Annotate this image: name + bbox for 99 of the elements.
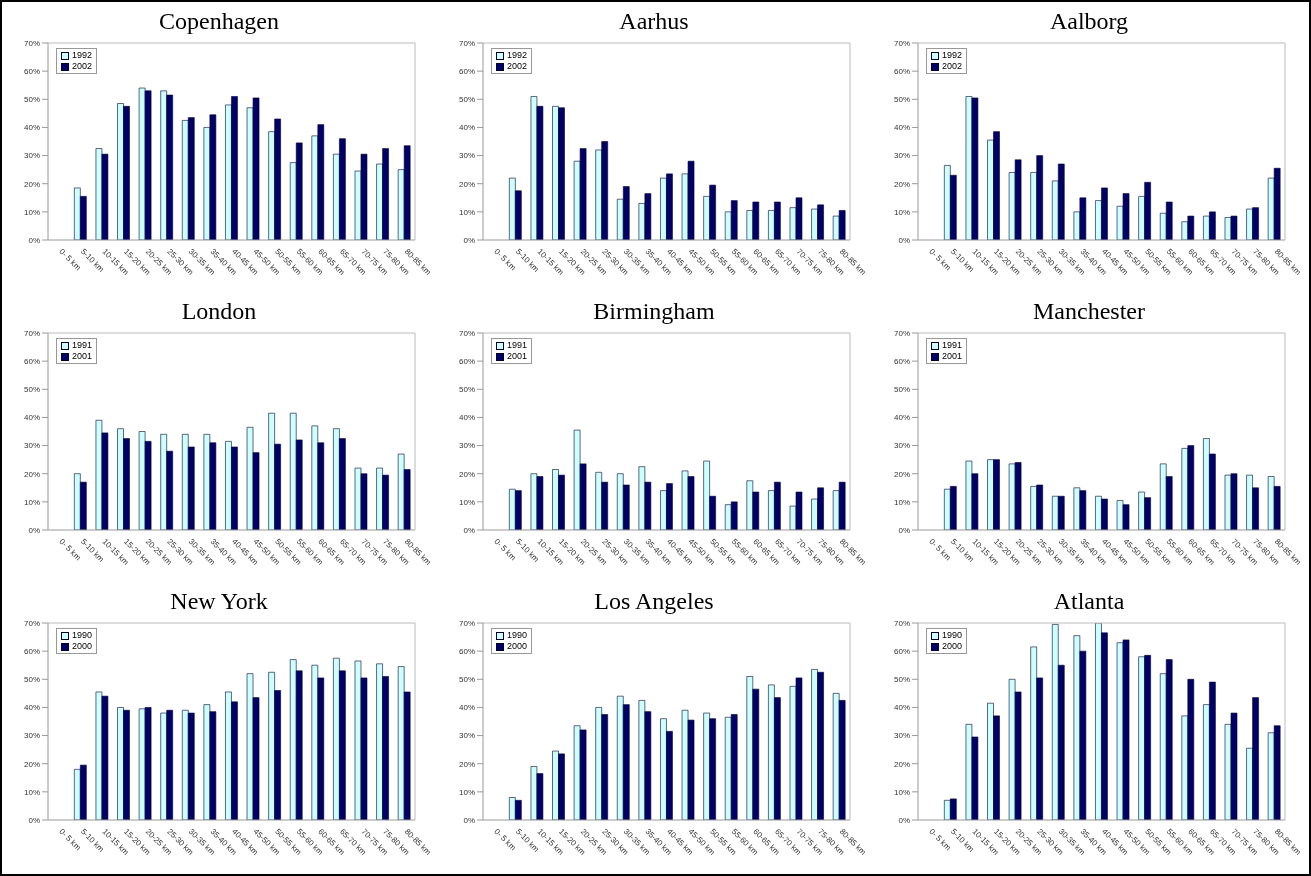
y-tick-label: 30% [458,731,475,741]
y-tick-label: 50% [893,95,910,105]
y-tick-label: 30% [893,151,910,161]
legend-label: 1992 [507,50,528,61]
y-tick-label: 40% [23,123,40,133]
y-tick-label: 60% [893,356,910,366]
y-tick-label: 60% [893,66,910,76]
legend-label: 2001 [942,351,963,362]
legend-label: 2000 [942,641,963,652]
y-tick-label: 10% [23,497,40,507]
y-tick-label: 20% [893,469,910,479]
chart-title: London [180,297,258,326]
y-tick-label: 20% [458,759,475,769]
chart-title: Birmingham [592,297,716,326]
chart-title: Atlanta [1052,587,1126,616]
y-tick-label: 30% [23,731,40,741]
y-tick-label: 70% [893,618,910,628]
chart-title: Manchester [1032,297,1146,326]
y-tick-label: 60% [23,646,40,656]
y-tick-label: 20% [458,469,475,479]
y-tick-label: 0% [463,525,475,535]
legend-label: 2002 [72,61,93,72]
y-tick-label: 30% [458,441,475,451]
legend-label: 2002 [942,61,963,72]
y-tick-label: 0% [463,815,475,825]
y-tick-label: 60% [458,66,475,76]
y-tick-label: 70% [23,618,40,628]
y-tick-label: 40% [893,413,910,423]
y-tick-label: 70% [893,328,910,338]
y-tick-label: 30% [23,151,40,161]
legend-label: 1990 [942,630,963,641]
y-tick-label: 0% [28,235,40,245]
legend-label: 1991 [72,340,93,351]
legend-label: 1991 [507,340,528,351]
y-tick-label: 10% [458,207,475,217]
y-tick-label: 0% [28,525,40,535]
chart-title: New York [169,587,269,616]
legend-label: 2000 [507,641,528,652]
y-tick-label: 10% [893,787,910,797]
y-tick-label: 50% [458,95,475,105]
y-tick-label: 30% [458,151,475,161]
legend-label: 1991 [942,340,963,351]
chart-title: Los Angeles [593,587,715,616]
y-tick-label: 10% [893,207,910,217]
y-tick-label: 60% [458,356,475,366]
y-tick-label: 40% [458,123,475,133]
legend-label: 2002 [507,61,528,72]
y-tick-label: 50% [458,385,475,395]
y-tick-label: 30% [893,441,910,451]
y-tick-label: 0% [898,815,910,825]
legend-label: 1992 [72,50,93,61]
y-tick-label: 70% [23,38,40,48]
y-tick-label: 70% [893,38,910,48]
y-tick-label: 10% [893,497,910,507]
legend-label: 1990 [507,630,528,641]
y-tick-label: 50% [458,675,475,685]
y-tick-label: 30% [893,731,910,741]
y-tick-label: 40% [458,413,475,423]
y-tick-label: 20% [23,179,40,189]
legend-label: 1990 [72,630,93,641]
y-tick-label: 60% [458,646,475,656]
y-tick-label: 10% [458,787,475,797]
y-tick-label: 20% [23,469,40,479]
y-tick-label: 50% [23,95,40,105]
y-tick-label: 40% [23,413,40,423]
y-tick-label: 10% [23,207,40,217]
y-tick-label: 20% [893,759,910,769]
y-tick-label: 50% [23,675,40,685]
legend-label: 2001 [507,351,528,362]
y-tick-label: 0% [898,525,910,535]
y-tick-label: 0% [28,815,40,825]
y-tick-label: 20% [458,179,475,189]
chart-title: Copenhagen [158,7,280,36]
y-tick-label: 10% [458,497,475,507]
y-tick-label: 60% [893,646,910,656]
y-tick-label: 70% [458,38,475,48]
y-tick-label: 60% [23,356,40,366]
y-tick-label: 70% [458,328,475,338]
y-tick-label: 40% [893,123,910,133]
y-tick-label: 20% [23,759,40,769]
y-tick-label: 40% [23,703,40,713]
y-tick-label: 40% [893,703,910,713]
y-tick-label: 70% [458,618,475,628]
chart-title: Aarhus [618,7,690,36]
y-tick-label: 50% [893,385,910,395]
y-tick-label: 60% [23,66,40,76]
y-tick-label: 50% [23,385,40,395]
y-tick-label: 70% [23,328,40,338]
y-tick-label: 40% [458,703,475,713]
chart-title: Aalborg [1048,7,1130,36]
y-tick-label: 0% [463,235,475,245]
y-tick-label: 0% [898,235,910,245]
y-tick-label: 30% [23,441,40,451]
y-tick-label: 20% [893,179,910,189]
legend-label: 2000 [72,641,93,652]
legend-label: 2001 [72,351,93,362]
y-tick-label: 10% [23,787,40,797]
legend-label: 1992 [942,50,963,61]
y-tick-label: 50% [893,675,910,685]
